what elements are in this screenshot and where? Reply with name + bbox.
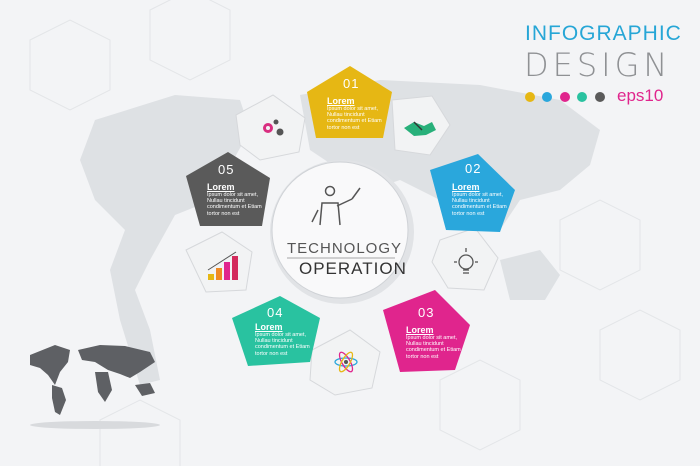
color-dot-magenta — [559, 92, 570, 102]
card-05-number: 05 — [218, 162, 235, 177]
infographic-title: INFOGRAPHIC — [525, 22, 682, 45]
white-pentagon-ring — [185, 94, 499, 396]
small-world-map-icon — [30, 345, 155, 415]
center-title-line2: OPERATION — [299, 259, 407, 278]
eps-badge: eps10 — [617, 86, 664, 105]
card-03-number: 03 — [418, 305, 435, 320]
map-shadow — [30, 421, 160, 429]
color-dot-yellow — [525, 92, 535, 102]
card-03-shape — [383, 290, 470, 372]
card-04-shape — [232, 296, 320, 366]
design-title: DESIGN — [524, 46, 672, 84]
card-05-shape — [186, 152, 270, 226]
card-04-number: 04 — [267, 305, 284, 320]
card-01-number: 01 — [343, 76, 360, 91]
card-02-body: Ipsum dolor sit amet, Nullau tincidunt c… — [452, 192, 507, 217]
lightbulb-icon — [454, 248, 478, 274]
card-02-shape — [430, 154, 515, 232]
card-05-body: Ipsum dolor sit amet, Nullau tincidunt c… — [207, 192, 262, 217]
color-dot-blue — [542, 92, 553, 102]
center-title-line1: TECHNOLOGY — [287, 240, 403, 257]
handshake-icon — [404, 121, 436, 136]
card-01-shape — [307, 66, 392, 138]
presenter-icon — [311, 185, 361, 226]
color-dot-gray — [594, 92, 605, 102]
card-01-body: Ipsum dolor sit amet, Nullau tincidunt c… — [327, 106, 382, 131]
card-02-number: 02 — [465, 161, 482, 176]
card-05-heading: Lorem — [207, 182, 235, 192]
card-03-body: Ipsum dolor sit amet, Nullau tincidunt c… — [406, 335, 461, 360]
growth-chart-icon — [207, 251, 238, 280]
colored-cards — [186, 66, 515, 372]
atom-icon — [334, 351, 358, 373]
card-01-heading: Lorem — [327, 96, 355, 106]
color-dots — [525, 89, 608, 107]
color-dot-teal — [577, 92, 588, 102]
card-04-body: Ipsum dolor sit amet, Nullau tincidunt c… — [255, 332, 310, 357]
gears-icon — [263, 119, 284, 136]
center-circle — [271, 161, 409, 299]
card-04-heading: Lorem — [255, 322, 283, 332]
card-03-heading: Lorem — [406, 325, 434, 335]
card-02-heading: Lorem — [452, 182, 480, 192]
hex-background-pattern — [29, 0, 681, 466]
